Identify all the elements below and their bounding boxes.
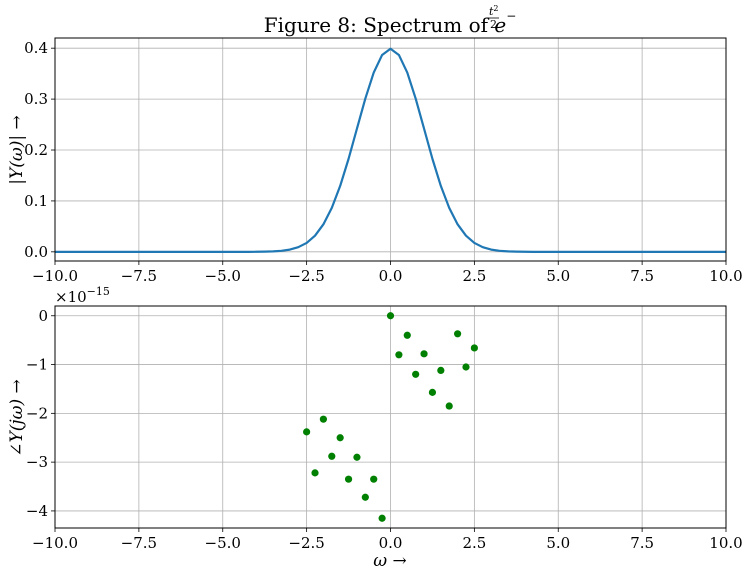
phase-point: [454, 330, 462, 338]
magnitude-plot: −10.0 −7.5 −5.0 −2.5 0.0 2.5 5.0 7.5 10.0 0.0 0.1 0…: [7, 37, 743, 285]
title-exponent-fraction: t2 2: [487, 4, 499, 31]
phase-point: [386, 312, 395, 320]
ax1-ytick-label: 0.4: [24, 39, 48, 57]
phase-point: [353, 453, 361, 461]
ax2-xtick-label: 10.0: [709, 534, 742, 552]
phase-point: [336, 434, 344, 442]
ax1-xtick-label: −5.0: [205, 267, 241, 285]
phase-plot: −10.0 −7.5 −5.0 −2.5 0.0 2.5 5.0 7.5 10.0 0 −1 −2 −3…: [7, 285, 743, 571]
ax1-xtick-label: −10.0: [32, 267, 78, 285]
ax1-ytick-label: 0.2: [24, 141, 48, 159]
phase-point: [403, 331, 411, 339]
phase-offset-label: ×10−15: [55, 285, 110, 306]
phase-grid: [54, 306, 727, 528]
phase-point: [319, 415, 327, 423]
title-exponent-numerator: t2: [489, 4, 499, 18]
title-exponent-sign: −: [506, 9, 516, 23]
ax1-xtick-label: 7.5: [630, 267, 654, 285]
phase-point: [311, 469, 319, 477]
ax1-xtick-label: 0.0: [379, 267, 403, 285]
phase-xlabel: ω →: [373, 551, 407, 571]
phase-point: [303, 428, 311, 436]
phase-point: [470, 344, 478, 352]
phase-ticks: −10.0 −7.5 −5.0 −2.5 0.0 2.5 5.0 7.5 10.0 0 −1 −2 −3…: [26, 307, 743, 552]
ax1-xtick-label: 5.0: [546, 267, 570, 285]
phase-ylabel: ∠Y(jω) →: [7, 379, 27, 457]
ax2-xtick-label: 7.5: [630, 534, 654, 552]
ax2-ytick-label: −4: [26, 502, 48, 520]
title-prefix: Figure 8: Spectrum of: [264, 13, 495, 37]
ax2-ytick-label: −2: [26, 404, 48, 422]
phase-point: [445, 402, 453, 410]
ax1-xtick-label: 2.5: [462, 267, 486, 285]
ax2-xtick-label: −10.0: [32, 534, 78, 552]
ax2-xtick-label: 5.0: [546, 534, 570, 552]
ax1-xtick-label: −7.5: [121, 267, 157, 285]
phase-point: [370, 475, 378, 483]
ax2-ytick-label: −3: [26, 453, 48, 471]
ax1-xtick-label: 10.0: [709, 267, 742, 285]
figure-title: Figure 8: Spectrum of e−: [264, 9, 517, 37]
phase-point: [462, 363, 470, 371]
title-base: e: [494, 13, 506, 37]
phase-point: [420, 350, 428, 358]
title-exponent-power: 2: [493, 4, 498, 13]
phase-point: [437, 366, 445, 375]
magnitude-grid: [54, 38, 727, 261]
ax1-ytick-label: 0.1: [24, 192, 48, 210]
ax2-xtick-label: 0.0: [379, 534, 403, 552]
phase-point: [412, 370, 420, 378]
ax2-ytick-label: −1: [26, 356, 48, 374]
title-exponent-denominator: 2: [490, 18, 497, 31]
ax2-xtick-label: 2.5: [462, 534, 486, 552]
phase-offset-exponent: −15: [87, 285, 110, 298]
magnitude-ylabel: |Y(ω)| →: [7, 115, 27, 184]
phase-point: [328, 452, 336, 460]
ax2-xtick-label: −7.5: [121, 534, 157, 552]
phase-point: [361, 493, 369, 501]
ax1-ytick-label: 0.3: [24, 90, 48, 108]
phase-point: [344, 475, 353, 483]
magnitude-series-line: [55, 47, 726, 253]
ax2-ytick-label: 0: [38, 307, 48, 325]
ax2-xtick-label: −5.0: [205, 534, 241, 552]
ax1-ytick-label: 0.0: [24, 243, 48, 261]
phase-point: [378, 514, 386, 522]
ax2-xtick-label: −2.5: [288, 534, 324, 552]
phase-point: [428, 388, 437, 396]
phase-points: [303, 312, 478, 522]
phase-point: [395, 351, 403, 359]
ax1-xtick-label: −2.5: [288, 267, 324, 285]
magnitude-ticks: −10.0 −7.5 −5.0 −2.5 0.0 2.5 5.0 7.5 10.0 0.0 0.1 0…: [24, 39, 743, 285]
